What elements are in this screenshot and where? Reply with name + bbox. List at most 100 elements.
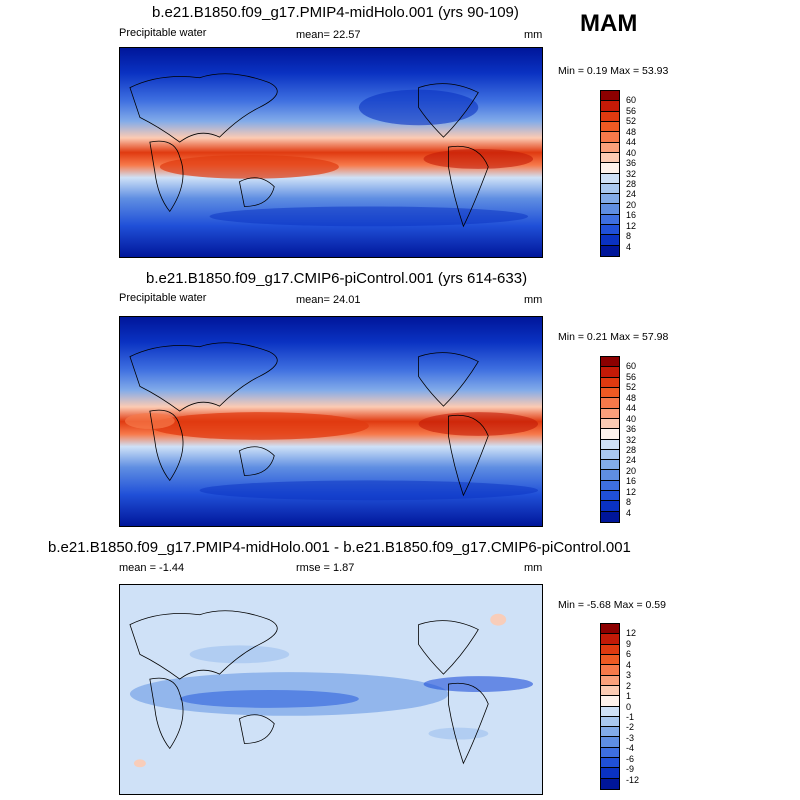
colorbar-swatch bbox=[601, 367, 619, 378]
panel-1-map bbox=[119, 47, 543, 258]
colorbar-swatch bbox=[601, 716, 619, 728]
colorbar-swatch bbox=[601, 387, 619, 399]
colorbar-tick-label: 24 bbox=[626, 455, 637, 466]
colorbar-swatch bbox=[601, 675, 619, 686]
colorbar-swatch bbox=[601, 654, 619, 666]
panel-3-units: mm bbox=[524, 562, 543, 574]
colorbar-tick-label: -9 bbox=[626, 764, 635, 775]
colorbar-swatch bbox=[601, 696, 619, 707]
colorbar-tick-label: 40 bbox=[626, 413, 637, 424]
colorbar-swatch bbox=[601, 685, 619, 697]
panel-1-variable-label: Precipitable water bbox=[119, 27, 207, 39]
colorbar-swatch bbox=[601, 142, 619, 153]
colorbar-tick-label: 48 bbox=[626, 392, 637, 403]
colorbar-tick-label: 44 bbox=[626, 403, 637, 414]
colorbar-tick-label: 1 bbox=[626, 691, 632, 702]
colorbar-swatch bbox=[601, 624, 619, 635]
colorbar-swatch bbox=[601, 173, 619, 184]
panel-3-minmax: Min = -5.68 Max = 0.59 bbox=[558, 599, 666, 611]
colorbar-swatch bbox=[601, 501, 619, 512]
panel-3-map bbox=[119, 584, 543, 795]
colorbar-tick-label: 60 bbox=[626, 95, 637, 106]
colorbar-swatch bbox=[601, 377, 619, 388]
colorbar-tick-label: 56 bbox=[626, 371, 637, 382]
colorbar-swatch bbox=[601, 439, 619, 450]
colorbar-swatch bbox=[601, 429, 619, 440]
colorbar-swatch bbox=[601, 491, 619, 502]
colorbar-swatch bbox=[601, 132, 619, 143]
colorbar-tick-label: 44 bbox=[626, 137, 637, 148]
colorbar-tick-label: 16 bbox=[626, 476, 637, 487]
colorbar-swatch bbox=[601, 245, 619, 256]
colorbar-swatch bbox=[601, 727, 619, 738]
colorbar-tick-label: 4 bbox=[626, 659, 632, 670]
colorbar-swatch bbox=[601, 204, 619, 215]
colorbar-swatch bbox=[601, 101, 619, 112]
colorbar-tick-label: 36 bbox=[626, 158, 637, 169]
colorbar-swatch bbox=[601, 225, 619, 236]
colorbar-swatch bbox=[601, 152, 619, 164]
panel-1-colorbar bbox=[600, 90, 620, 257]
colorbar-swatch bbox=[601, 194, 619, 205]
panel-1-colorbar-labels: 60 56 52 48 44 40 36 32 28 24 20 16 12 8 4 bbox=[626, 90, 656, 257]
colorbar-swatch bbox=[601, 163, 619, 174]
panel-2-title: b.e21.B1850.f09_g17.CMIP6-piControl.001 … bbox=[146, 270, 528, 287]
panel-2-mean-label: mean= 24.01 bbox=[296, 294, 361, 306]
colorbar-tick-label: 4 bbox=[626, 241, 632, 252]
colorbar-swatch bbox=[601, 91, 619, 102]
colorbar-tick-label: 52 bbox=[626, 116, 637, 127]
colorbar-swatch bbox=[601, 460, 619, 471]
colorbar-tick-label: -3 bbox=[626, 732, 635, 743]
colorbar-tick-label: 20 bbox=[626, 465, 637, 476]
colorbar-tick-label: 36 bbox=[626, 424, 637, 435]
panel-1-units: mm bbox=[524, 29, 543, 41]
colorbar-swatch bbox=[601, 408, 619, 419]
panel-1-title: b.e21.B1850.f09_g17.PMIP4-midHolo.001 (y… bbox=[152, 4, 519, 21]
colorbar-tick-label: 20 bbox=[626, 199, 637, 210]
colorbar-swatch bbox=[601, 357, 619, 368]
panel-1-mean-label: mean= 22.57 bbox=[296, 29, 361, 41]
colorbar-swatch bbox=[601, 235, 619, 246]
colorbar-tick-label: 60 bbox=[626, 361, 637, 372]
colorbar-swatch bbox=[601, 747, 619, 759]
colorbar-tick-label: 8 bbox=[626, 231, 632, 242]
panel-3-title: b.e21.B1850.f09_g17.PMIP4-midHolo.001 - … bbox=[48, 539, 631, 556]
colorbar-tick-label: 48 bbox=[626, 126, 637, 137]
colorbar-swatch bbox=[601, 183, 619, 195]
season-label: MAM bbox=[580, 10, 638, 37]
panel-2-map bbox=[119, 316, 543, 527]
colorbar-swatch bbox=[601, 706, 619, 717]
colorbar-tick-label: 56 bbox=[626, 105, 637, 116]
colorbar-tick-label: 28 bbox=[626, 444, 637, 455]
panel-1-minmax: Min = 0.19 Max = 53.93 bbox=[558, 65, 669, 77]
colorbar-swatch bbox=[601, 418, 619, 430]
colorbar-tick-label: 6 bbox=[626, 649, 632, 660]
panel-3-rmse-label: rmse = 1.87 bbox=[296, 562, 355, 574]
colorbar-tick-label: -1 bbox=[626, 711, 635, 722]
colorbar-tick-label: 9 bbox=[626, 638, 632, 649]
panel-2-minmax: Min = 0.21 Max = 57.98 bbox=[558, 331, 669, 343]
panel-2-colorbar bbox=[600, 356, 620, 523]
colorbar-tick-label: -4 bbox=[626, 743, 635, 754]
colorbar-tick-label: 3 bbox=[626, 670, 632, 681]
panel-2-variable-label: Precipitable water bbox=[119, 292, 207, 304]
colorbar-swatch bbox=[601, 758, 619, 769]
colorbar-tick-label: 12 bbox=[626, 486, 637, 497]
colorbar-swatch bbox=[601, 214, 619, 226]
colorbar-swatch bbox=[601, 778, 619, 789]
colorbar-tick-label: 12 bbox=[626, 220, 637, 231]
panel-2-units: mm bbox=[524, 294, 543, 306]
colorbar-tick-label: 28 bbox=[626, 178, 637, 189]
colorbar-tick-label: 24 bbox=[626, 189, 637, 200]
colorbar-swatch bbox=[601, 480, 619, 492]
colorbar-tick-label: 8 bbox=[626, 497, 632, 508]
colorbar-swatch bbox=[601, 665, 619, 676]
colorbar-swatch bbox=[601, 634, 619, 645]
colorbar-swatch bbox=[601, 768, 619, 779]
panel-2-colorbar-labels: 60 56 52 48 44 40 36 32 28 24 20 16 12 8 4 bbox=[626, 356, 656, 523]
panel-3-mean-label: mean = -1.44 bbox=[119, 562, 185, 574]
colorbar-tick-label: 40 bbox=[626, 147, 637, 158]
panel-3-colorbar-labels: 12 9 6 4 3 2 1 0 -1 -2 -3 -4 -6 -9 -12 bbox=[626, 623, 656, 790]
colorbar-tick-label: 12 bbox=[626, 628, 637, 639]
colorbar-tick-label: -6 bbox=[626, 753, 635, 764]
